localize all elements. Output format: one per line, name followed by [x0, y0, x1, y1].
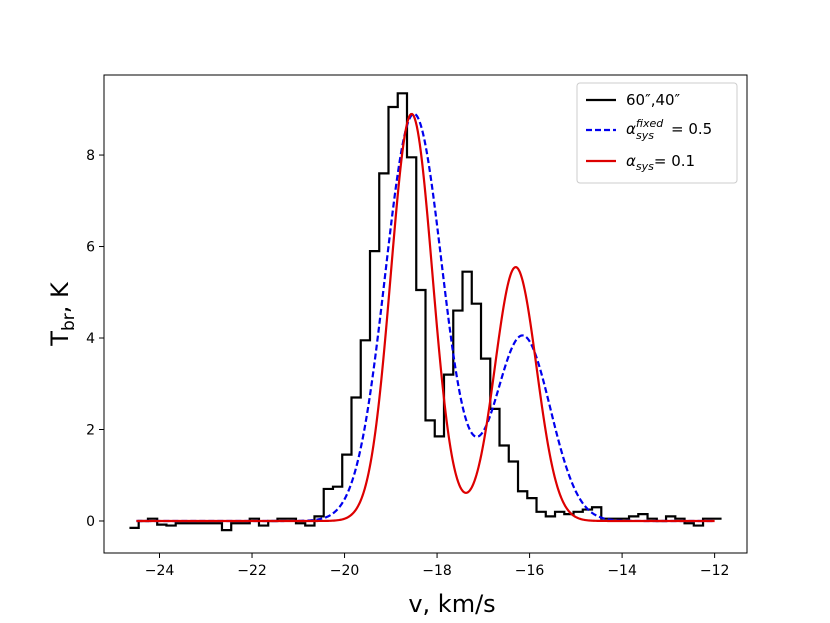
x-tick-label: −12 — [700, 563, 730, 579]
x-tick-label: −18 — [422, 563, 452, 579]
y-tick-label: 4 — [86, 331, 95, 347]
legend-label-fixed-fit: αfixed sys = 0.5 — [626, 117, 712, 142]
y-tick-label: 0 — [86, 514, 95, 530]
x-tick-label: −22 — [237, 563, 267, 579]
legend-label-observed: 60″,40″ — [626, 91, 681, 109]
x-tick-label: −16 — [515, 563, 545, 579]
data-series — [129, 92, 722, 532]
y-axis-title: Tbr, K — [46, 281, 79, 347]
x-tick-label: −24 — [145, 563, 175, 579]
y-tick-label: 6 — [86, 240, 95, 256]
axis-ticks: −24 −22 −20 −18 −16 −14 −12 0 2 4 6 8 — [86, 148, 729, 579]
x-tick-label: −20 — [330, 563, 360, 579]
legend-label-fit: αsys= 0.1 — [626, 152, 695, 173]
legend: 60″,40″ αfixed sys = 0.5 αsys= 0.1 — [576, 82, 738, 184]
legend-box — [576, 82, 738, 184]
x-tick-label: −14 — [607, 563, 637, 579]
x-axis-title: v, km/s — [408, 590, 495, 618]
series-observed-spectrum — [129, 92, 722, 532]
y-tick-label: 8 — [86, 148, 95, 164]
y-tick-label: 2 — [86, 422, 95, 438]
series-fit-alpha — [136, 112, 715, 523]
